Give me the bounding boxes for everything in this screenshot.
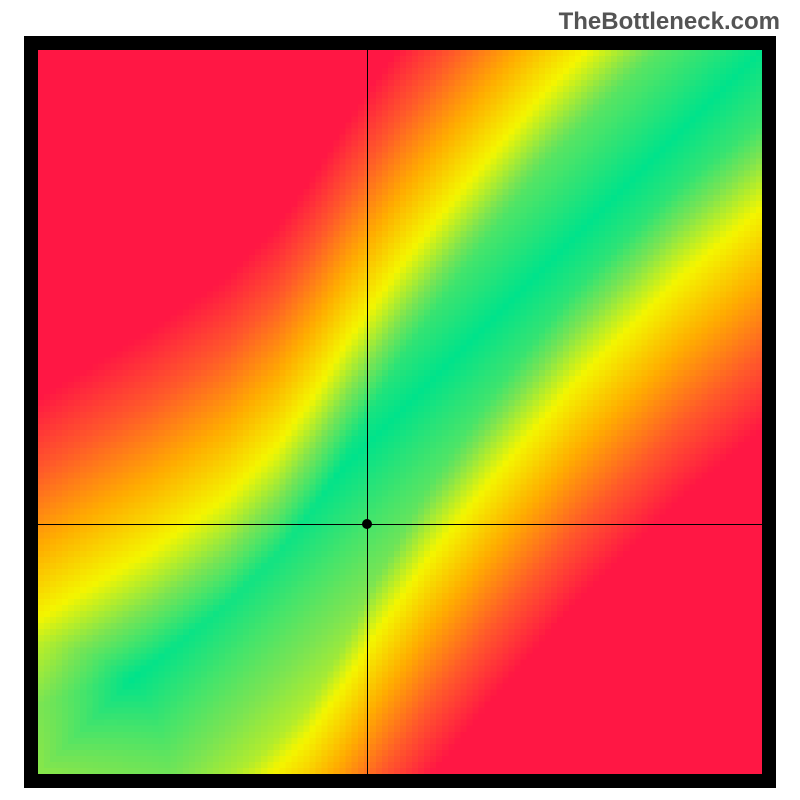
crosshair-horizontal — [38, 524, 762, 525]
crosshair-vertical — [367, 50, 368, 774]
heatmap-canvas — [38, 50, 762, 774]
plot-area — [24, 36, 776, 788]
watermark-text: TheBottleneck.com — [559, 8, 780, 36]
crosshair-marker — [362, 519, 372, 529]
chart-container: TheBottleneck.com — [0, 0, 800, 800]
